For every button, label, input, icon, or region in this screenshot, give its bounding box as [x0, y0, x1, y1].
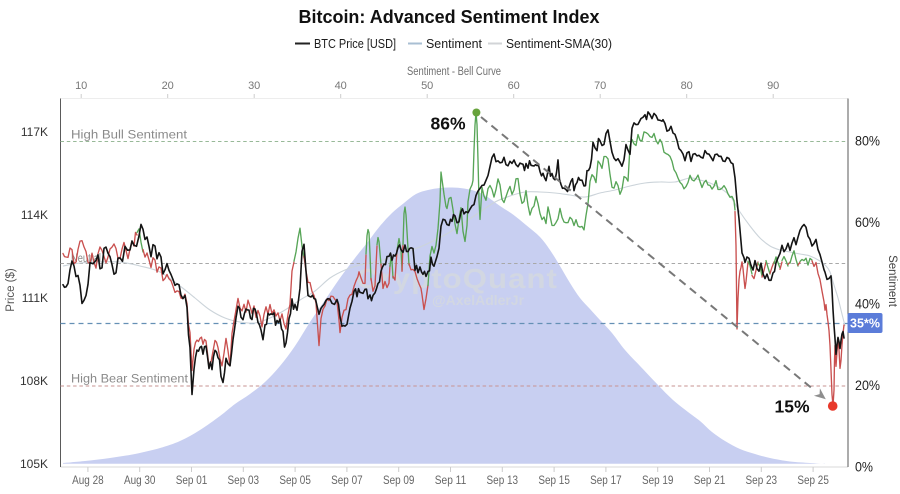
svg-text:40%: 40% — [855, 297, 880, 312]
svg-text:117K: 117K — [21, 125, 48, 139]
svg-text:Sentiment: Sentiment — [886, 255, 898, 308]
svg-text:40: 40 — [335, 80, 347, 92]
svg-text:Sentiment-SMA(30): Sentiment-SMA(30) — [506, 36, 612, 51]
svg-text:114K: 114K — [21, 208, 48, 222]
svg-text:CryptoQuant: CryptoQuant — [356, 263, 558, 294]
svg-text:Sep 11: Sep 11 — [435, 474, 467, 487]
svg-text:Price ($): Price ($) — [5, 268, 17, 312]
svg-text:90: 90 — [767, 80, 779, 92]
svg-text:Bitcoin: Advanced Sentiment In: Bitcoin: Advanced Sentiment Index — [299, 7, 600, 27]
svg-text:Sentiment - Bell Curve: Sentiment - Bell Curve — [407, 66, 501, 78]
svg-text:@AxelAdlerJr: @AxelAdlerJr — [432, 293, 525, 308]
svg-text:0%: 0% — [855, 460, 873, 475]
svg-text:Sep 17: Sep 17 — [590, 474, 622, 487]
svg-text:Aug 30: Aug 30 — [124, 474, 156, 487]
svg-text:Aug 28: Aug 28 — [72, 474, 104, 487]
svg-text:20: 20 — [162, 80, 174, 92]
svg-text:Sep 09: Sep 09 — [383, 474, 415, 487]
svg-text:10: 10 — [75, 80, 87, 92]
svg-text:High Bull Sentiment: High Bull Sentiment — [71, 130, 188, 142]
svg-text:Sep 03: Sep 03 — [228, 474, 260, 487]
svg-text:111K: 111K — [22, 291, 48, 305]
svg-text:Sep 19: Sep 19 — [642, 474, 674, 487]
svg-text:Sep 13: Sep 13 — [487, 474, 519, 487]
svg-text:Sentiment: Sentiment — [426, 36, 482, 51]
svg-text:High Bear Sentiment: High Bear Sentiment — [71, 374, 189, 386]
svg-text:60: 60 — [508, 80, 520, 92]
svg-text:Sep 15: Sep 15 — [538, 474, 570, 487]
svg-text:Sep 05: Sep 05 — [279, 474, 311, 487]
svg-text:105K: 105K — [20, 457, 48, 471]
svg-text:80: 80 — [681, 80, 693, 92]
svg-text:70: 70 — [594, 80, 606, 92]
svg-text:15%: 15% — [774, 397, 809, 417]
svg-text:86%: 86% — [430, 114, 465, 134]
svg-text:108K: 108K — [20, 374, 48, 388]
svg-text:BTC Price [USD]: BTC Price [USD] — [314, 36, 396, 51]
svg-text:Sep 01: Sep 01 — [176, 474, 208, 487]
svg-text:Sep 23: Sep 23 — [746, 474, 778, 487]
svg-text:20%: 20% — [855, 378, 880, 393]
svg-text:50: 50 — [421, 80, 433, 92]
svg-text:Sep 25: Sep 25 — [797, 474, 829, 487]
svg-text:Sep 21: Sep 21 — [694, 474, 726, 487]
svg-text:35*%: 35*% — [850, 317, 880, 331]
svg-text:60%: 60% — [855, 215, 880, 230]
svg-text:80%: 80% — [855, 134, 880, 149]
svg-text:Sep 07: Sep 07 — [331, 474, 363, 487]
svg-text:30: 30 — [248, 80, 260, 92]
